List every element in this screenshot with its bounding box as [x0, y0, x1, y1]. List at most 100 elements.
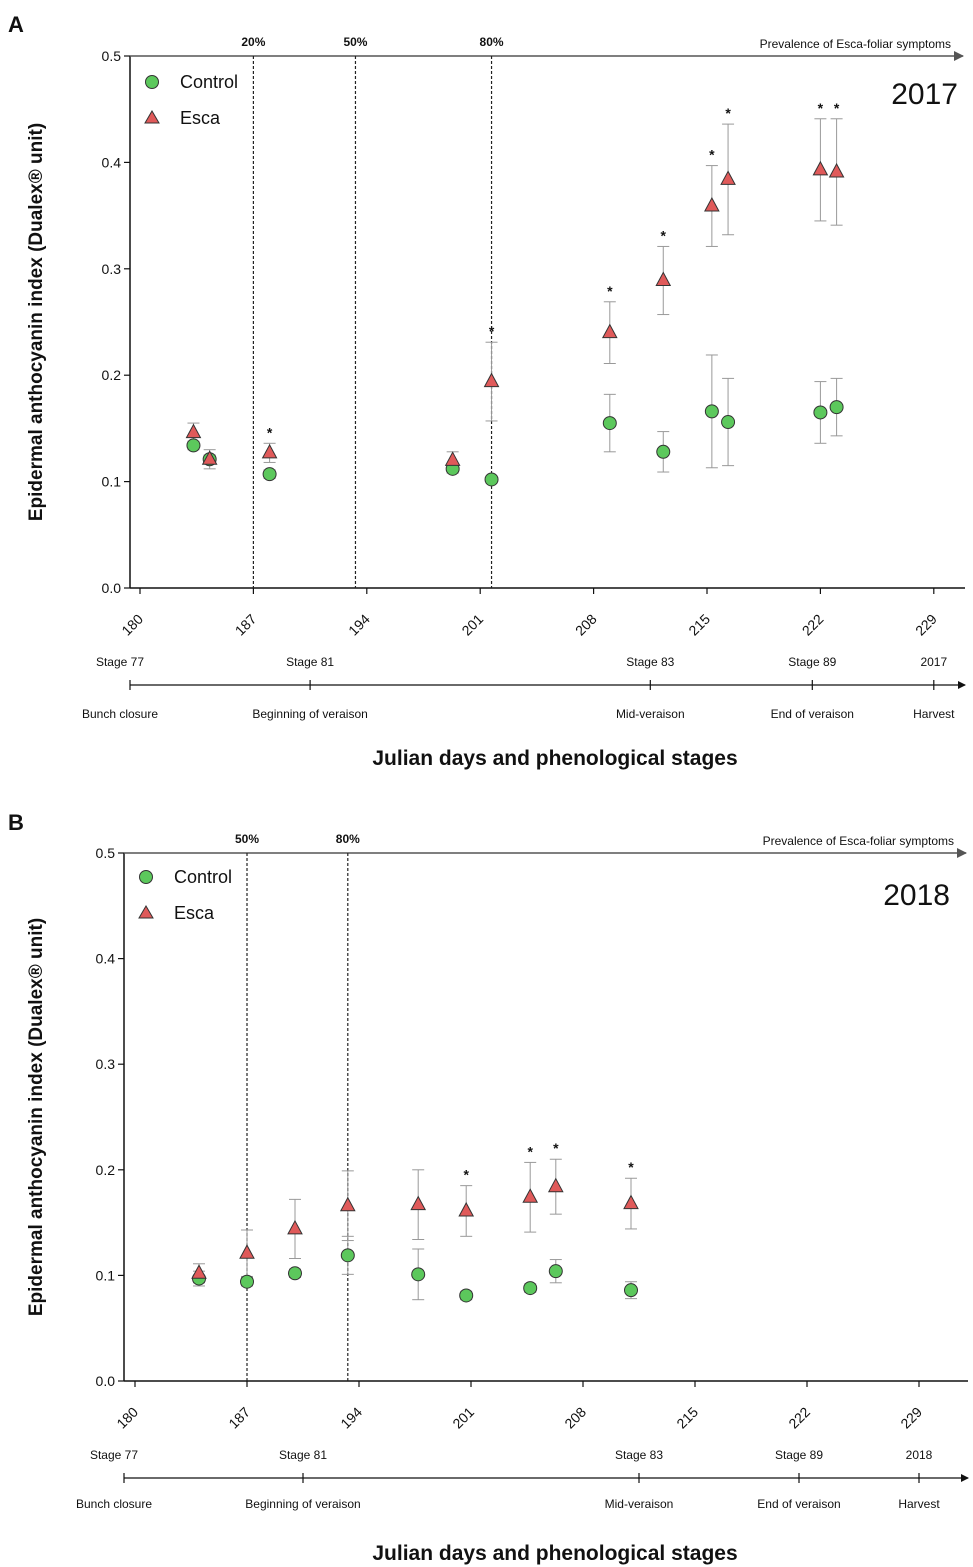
x-tick-label: 201: [458, 611, 486, 639]
esca-point: [410, 1195, 427, 1211]
phenology-stage: 2018: [906, 1448, 933, 1462]
x-tick-label: 215: [685, 611, 713, 639]
legend-label-esca: Esca: [180, 108, 221, 128]
legend-marker-esca: [144, 110, 160, 124]
x-tick-label: 222: [785, 1404, 813, 1432]
panel-letter: A: [8, 12, 24, 37]
x-tick-label: 208: [561, 1404, 589, 1432]
control-point: [459, 1288, 474, 1303]
phenology-event: Harvest: [898, 1497, 940, 1511]
y-tick-label: 0.0: [102, 580, 122, 596]
significance-star: *: [489, 323, 495, 339]
significance-star: *: [661, 227, 667, 243]
y-tick-label: 0.1: [102, 474, 122, 490]
legend-label-control: Control: [174, 867, 232, 887]
esca-point: [287, 1219, 303, 1235]
prevalence-label: Prevalence of Esca-foliar symptoms: [760, 37, 951, 51]
x-tick-label: 187: [225, 1404, 253, 1432]
esca-point: [191, 1264, 207, 1279]
y-tick-label: 0.1: [96, 1267, 116, 1283]
legend-marker-esca: [138, 905, 154, 919]
prevalence-line-label: 50%: [343, 35, 367, 49]
y-axis-label: Epidermal anthocyanin index (Dualex® uni…: [26, 123, 47, 521]
control-point: [548, 1264, 563, 1279]
phenology-event: Beginning of veraison: [245, 1497, 360, 1511]
significance-star: *: [527, 1143, 533, 1159]
y-axis-label: Epidermal anthocyanin index (Dualex® uni…: [26, 918, 47, 1316]
x-tick-label: 222: [799, 611, 827, 639]
y-tick-label: 0.2: [96, 1162, 116, 1178]
legend-marker-control: [139, 870, 153, 884]
control-point: [262, 467, 277, 482]
phenology-stage: Stage 83: [626, 655, 674, 669]
phenology-event: Bunch closure: [82, 707, 158, 721]
x-axis-label: Julian days and phenological stages: [372, 1542, 737, 1565]
phenology-stage: Stage 77: [96, 655, 144, 669]
prevalence-line-label: 80%: [480, 35, 504, 49]
x-tick-label: 229: [897, 1404, 925, 1432]
x-tick-label: 201: [449, 1404, 477, 1432]
control-point: [340, 1248, 355, 1263]
phenology-stage: Stage 77: [90, 1448, 138, 1462]
esca-point: [623, 1194, 639, 1210]
phenology-stage: Stage 89: [775, 1448, 823, 1462]
y-tick-label: 0.5: [96, 845, 116, 861]
esca-point: [239, 1244, 255, 1259]
y-tick-label: 0.5: [102, 48, 122, 64]
x-tick-label: 229: [912, 611, 940, 639]
y-tick-label: 0.4: [96, 951, 116, 967]
phenology-stage: Stage 81: [279, 1448, 327, 1462]
panel-letter: B: [8, 810, 24, 835]
phenology-stage: Stage 83: [615, 1448, 663, 1462]
legend-marker-control: [145, 75, 159, 89]
phenology-event: End of veraison: [757, 1497, 840, 1511]
x-tick-label: 194: [337, 1404, 365, 1432]
year-label: 2017: [891, 78, 958, 111]
x-tick-label: 215: [673, 1404, 701, 1432]
esca-point: [601, 323, 618, 339]
prevalence-line-label: 80%: [336, 832, 360, 846]
phenology-stage: Stage 89: [788, 655, 836, 669]
significance-star: *: [818, 100, 824, 116]
esca-point: [339, 1196, 356, 1212]
esca-point: [828, 162, 845, 178]
control-point: [624, 1283, 638, 1298]
esca-point: [720, 170, 736, 185]
control-point: [704, 404, 719, 419]
legend-label-esca: Esca: [174, 903, 215, 923]
prevalence-line-label: 50%: [235, 832, 259, 846]
phenology-event: Mid-veraison: [616, 707, 685, 721]
esca-point: [655, 271, 672, 287]
control-point: [829, 400, 844, 415]
phenology-event: Bunch closure: [76, 1497, 152, 1511]
phenology-stage: 2017: [920, 655, 947, 669]
control-point: [288, 1266, 302, 1281]
control-point: [484, 472, 499, 487]
esca-point: [185, 423, 202, 439]
x-tick-label: 194: [345, 611, 373, 639]
esca-point: [261, 443, 278, 459]
panel-b: B 0.0 0.1 0.2 0.3 0.4 0.5 180 187 194 201 208 215 222…: [8, 810, 969, 1565]
significance-star: *: [628, 1159, 634, 1175]
control-point: [411, 1267, 426, 1282]
y-tick-label: 0.4: [102, 154, 122, 170]
control-point: [656, 444, 671, 459]
esca-point: [812, 160, 829, 176]
significance-star: *: [463, 1167, 469, 1183]
significance-star: *: [607, 283, 613, 299]
significance-star: *: [553, 1140, 559, 1156]
significance-star: *: [725, 105, 731, 121]
control-point: [186, 438, 201, 453]
phenology-event: Mid-veraison: [605, 1497, 674, 1511]
control-point: [240, 1274, 254, 1289]
esca-point: [458, 1201, 475, 1217]
significance-star: *: [709, 147, 715, 163]
prevalence-line-label: 20%: [241, 35, 265, 49]
esca-point: [483, 372, 500, 388]
y-tick-label: 0.3: [96, 1056, 116, 1072]
x-tick-label: 208: [572, 611, 600, 639]
phenology-event: Harvest: [913, 707, 955, 721]
prevalence-label: Prevalence of Esca-foliar symptoms: [763, 834, 954, 848]
esca-point: [704, 196, 720, 212]
